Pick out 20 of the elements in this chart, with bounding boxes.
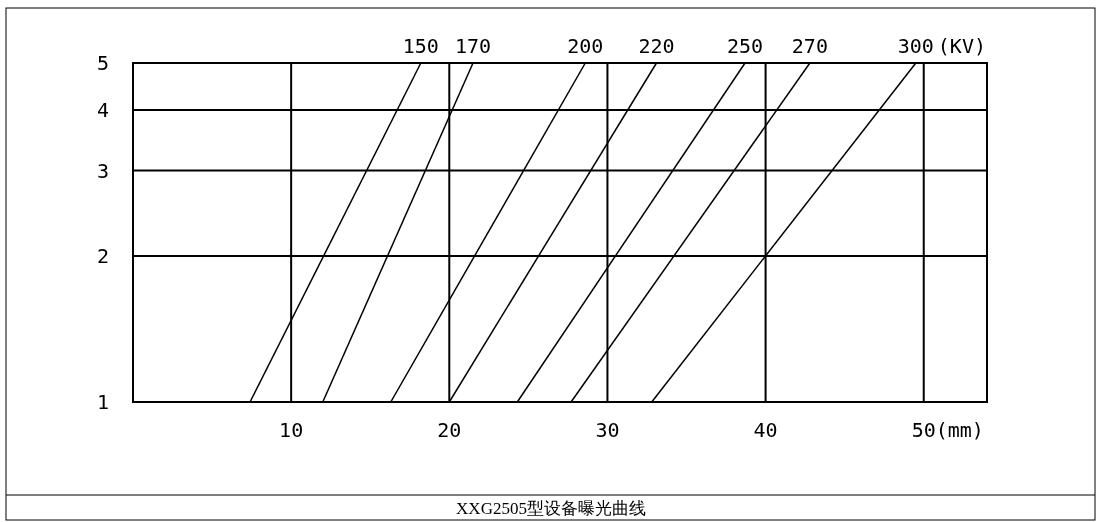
y-tick-label: 2	[96, 244, 109, 268]
x-tick-label: 20	[437, 418, 462, 442]
x-tick-label: 50	[911, 418, 936, 442]
y-tick-label: 4	[96, 98, 109, 122]
series-label: 200	[567, 34, 604, 58]
x-tick-label: 30	[595, 418, 620, 442]
series-label: 220	[638, 34, 675, 58]
series-label: 270	[791, 34, 828, 58]
series-label: 250	[726, 34, 764, 58]
series-label: 300	[897, 34, 934, 58]
text: (KV)	[937, 34, 987, 58]
y-tick-label: 5	[96, 51, 109, 75]
x-axis-title: (mm)	[935, 418, 984, 442]
series-label: 150	[402, 34, 439, 58]
x-tick-label: 10	[279, 418, 304, 442]
text: XXG2505型设备曝光曲线	[456, 499, 646, 518]
y-tick-label: 3	[96, 158, 109, 183]
x-tick-label: 40	[753, 418, 778, 442]
series-label: 170	[454, 34, 492, 58]
y-tick-label: 1	[96, 390, 109, 414]
